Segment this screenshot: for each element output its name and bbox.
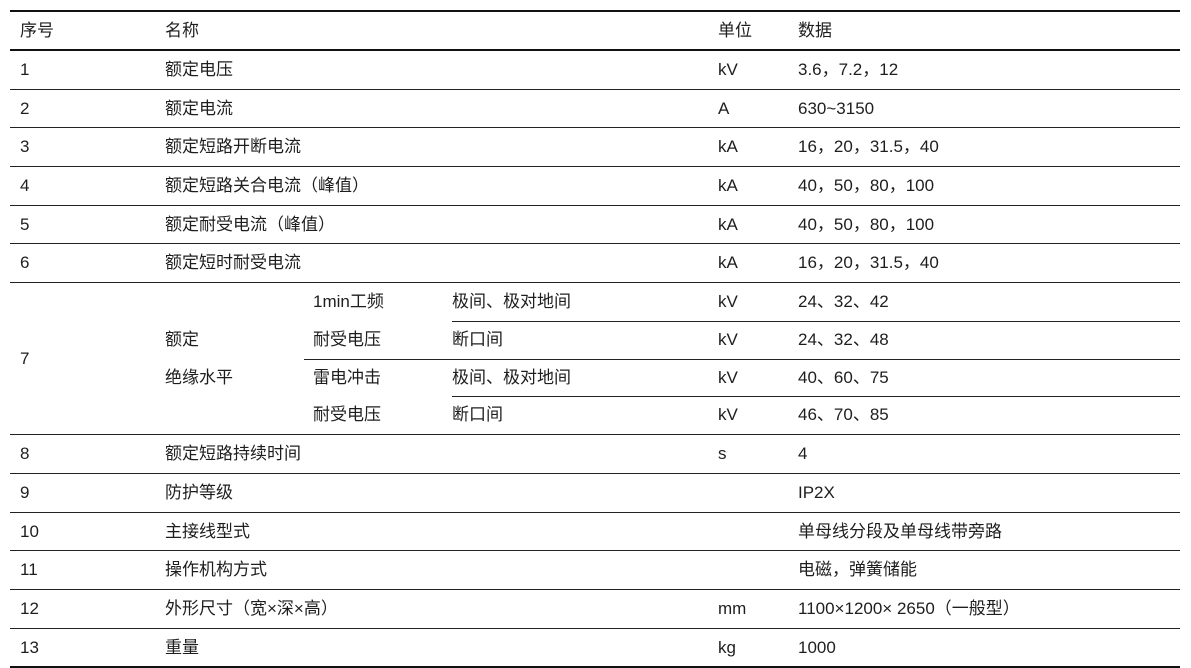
header-data: 数据 [798,21,832,40]
subrow-label: 断口间 [452,405,503,425]
row-name-line: 绝缘水平 [165,367,233,387]
subrow-unit: kV [718,367,738,387]
row-data: 40，50，80，100 [798,176,935,196]
subrow-label: 断口间 [452,329,503,349]
subrow-unit: kV [718,329,738,349]
row-name: 额定短路持续时间 [165,444,301,464]
row-unit: kA [718,253,738,273]
category-line: 1min工频 [313,292,384,312]
subrow-data: 24、32、42 [798,292,889,312]
insulation-subrow: 极间、极对地间 kV 24、32、42 [452,283,1180,322]
subrow-data: 46、70、85 [798,405,889,425]
insulation-subrow: 极间、极对地间 kV 40、60、75 [452,359,1180,398]
row-num: 4 [20,176,30,196]
table-row: 3 额定短路开断电流 kA 16，20，31.5，40 [10,128,1180,168]
table-row: 8 额定短路持续时间 s 4 [10,435,1180,474]
table-row: 9 防护等级 IP2X [10,474,1180,513]
row-num: 8 [20,444,30,464]
table-header: 序号 名称 单位 数据 [10,12,1180,51]
row-name: 额定电压 [165,60,233,79]
row-data: 3.6，7.2，12 [798,60,899,79]
row-num: 3 [20,137,30,157]
row-num: 11 [20,560,38,580]
row-num: 12 [20,598,39,618]
row-name: 操作机构方式 [165,560,267,580]
row-data: 4 [798,444,808,464]
row-num: 1 [20,60,30,79]
row-num: 9 [20,482,30,502]
row-num: 13 [20,637,39,657]
subrow-unit: kV [718,292,738,312]
table-row: 13 重量 kg 1000 [10,629,1180,667]
row-name: 额定短路关合电流（峰值） [165,176,369,196]
header-unit: 单位 [718,21,752,40]
row-unit: A [718,98,730,118]
row-data: 单母线分段及单母线带旁路 [798,521,1002,541]
insulation-subrow: 断口间 kV 46、70、85 [452,396,1180,434]
row-unit: s [718,444,727,464]
row-data: 电磁，弹簧储能 [798,560,917,580]
row-name-line: 额定 [165,330,199,350]
subrow-unit: kV [718,405,738,425]
group-category: 耐受电压 [313,321,381,359]
category-line: 雷电冲击 [313,367,381,387]
table-row: 2 额定电流 A 630~3150 [10,90,1180,129]
row-name: 主接线型式 [165,521,250,541]
row-name: 额定耐受电流（峰值） [165,214,335,234]
subrow-data: 24、32、48 [798,329,889,349]
row-unit: kV [718,60,738,79]
table-row: 1 额定电压 kV 3.6，7.2，12 [10,51,1180,90]
spec-table: 序号 名称 单位 数据 1 额定电压 kV 3.6，7.2，12 2 额定电流 A 630~3… [10,10,1180,668]
category-line: 耐受电压 [313,405,381,425]
table-row: 10 主接线型式 单母线分段及单母线带旁路 [10,513,1180,552]
row-unit: kA [718,137,738,157]
group-category: 耐受电压 [313,396,381,434]
row-name: 防护等级 [165,482,233,502]
row-num: 2 [20,98,30,118]
row-data: 630~3150 [798,98,875,118]
row-data: 1100×1200× 2650（一般型） [798,598,1020,618]
row-unit: kg [718,637,736,657]
row-name: 额定短时耐受电流 [165,253,301,273]
row-name: 重量 [165,637,199,657]
subrow-label: 极间、极对地间 [452,292,571,312]
table-row: 5 额定耐受电流（峰值） kA 40，50，80，100 [10,206,1180,245]
insulation-subrow: 断口间 kV 24、32、48 [452,321,1180,359]
row-name: 额定 绝缘水平 [165,321,233,396]
row-num: 7 [20,349,30,369]
row-data: 16，20，31.5，40 [798,253,939,273]
table-row: 11 操作机构方式 电磁，弹簧储能 [10,551,1180,590]
group-category: 1min工频 [313,283,384,321]
row-unit: kA [718,214,738,234]
row-name: 额定电流 [165,98,233,118]
row-data: 40，50，80，100 [798,214,935,234]
row-num: 10 [20,521,39,541]
row-data: IP2X [798,482,835,502]
subrow-label: 极间、极对地间 [452,367,571,387]
insulation-group: 雷电冲击 耐受电压 极间、极对地间 kV 40、60、75 断口间 kV 46、70… [304,359,1180,435]
row-num: 6 [20,253,30,273]
row-data: 1000 [798,637,836,657]
category-line: 耐受电压 [313,329,381,349]
table-row: 12 外形尺寸（宽×深×高） mm 1100×1200× 2650（一般型） [10,590,1180,629]
insulation-group: 1min工频 耐受电压 极间、极对地间 kV 24、32、42 断口间 kV 24、… [304,283,1180,360]
row-unit: mm [718,598,747,618]
row-unit: kA [718,176,738,196]
header-name: 名称 [165,21,199,40]
subrow-data: 40、60、75 [798,367,889,387]
header-num: 序号 [20,21,54,40]
table-row: 6 额定短时耐受电流 kA 16，20，31.5，40 [10,244,1180,284]
table-row: 4 额定短路关合电流（峰值） kA 40，50，80，100 [10,167,1180,206]
table-row-insulation: 7 额定 绝缘水平 1min工频 耐受电压 极间、极对地间 kV 24、32、42… [10,283,1180,436]
group-category: 雷电冲击 [313,359,381,397]
row-num: 5 [20,214,30,234]
row-name: 额定短路开断电流 [165,137,301,157]
row-data: 16，20，31.5，40 [798,137,939,157]
row-name: 外形尺寸（宽×深×高） [165,598,338,618]
